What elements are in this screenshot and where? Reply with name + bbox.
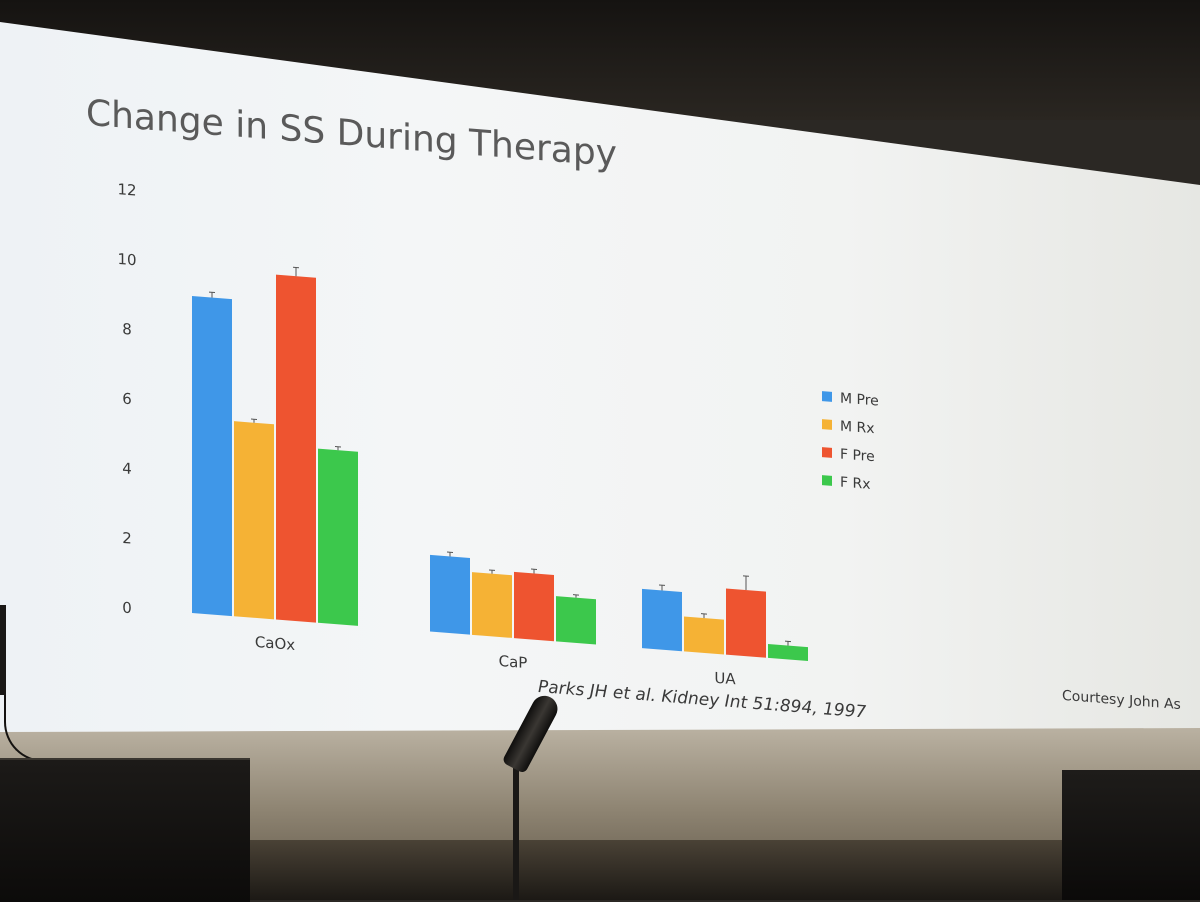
microphone-stand [513,752,519,900]
cable [4,620,66,762]
table-right [1062,770,1200,900]
y-tick-label: 8 [122,320,132,339]
citation-text: Parks JH et al. Kidney Int 51:894, 1997 [538,677,867,723]
bar-m-pre-caox [192,296,232,616]
bar-f-rx-cap [556,596,596,644]
legend-swatch [822,391,832,402]
credit-text: Courtesy John As [1062,688,1181,713]
x-tick-label: CaP [499,652,528,672]
legend: M Pre M Rx F Pre F Rx [822,389,879,493]
y-tick-label: 10 [117,250,136,269]
bar-m-pre-cap [430,555,470,635]
bar-m-rx-cap [472,572,512,638]
x-tick-label: CaOx [255,633,295,654]
bar-m-pre-ua [642,589,682,651]
legend-label: M Pre [840,391,879,410]
bar-m-rx-caox [234,421,274,619]
y-tick-label: 0 [122,599,132,618]
bar-f-pre-ua [726,588,766,657]
bar-f-rx-caox [318,449,358,626]
table-left [0,758,250,902]
y-axis: 0 2 4 6 8 10 12 [117,180,136,617]
bar-f-pre-cap [514,572,554,641]
y-tick-label: 6 [122,390,132,409]
x-tick-label: UA [714,669,736,689]
bar-f-pre-caox [276,275,316,623]
legend-swatch [822,475,832,486]
bar-f-rx-ua [768,644,808,661]
y-tick-label: 12 [117,180,136,199]
legend-label: M Rx [840,419,875,438]
bar-m-rx-ua [684,617,724,655]
legend-swatch [822,419,832,430]
chart-title: Change in SS During Therapy [86,92,617,175]
podium-edge [0,605,6,695]
y-tick-label: 2 [122,529,132,548]
legend-label: F Rx [840,475,871,493]
y-tick-label: 4 [122,459,132,478]
legend-label: F Pre [840,447,875,466]
bar-series [192,259,808,661]
legend-swatch [822,447,832,458]
